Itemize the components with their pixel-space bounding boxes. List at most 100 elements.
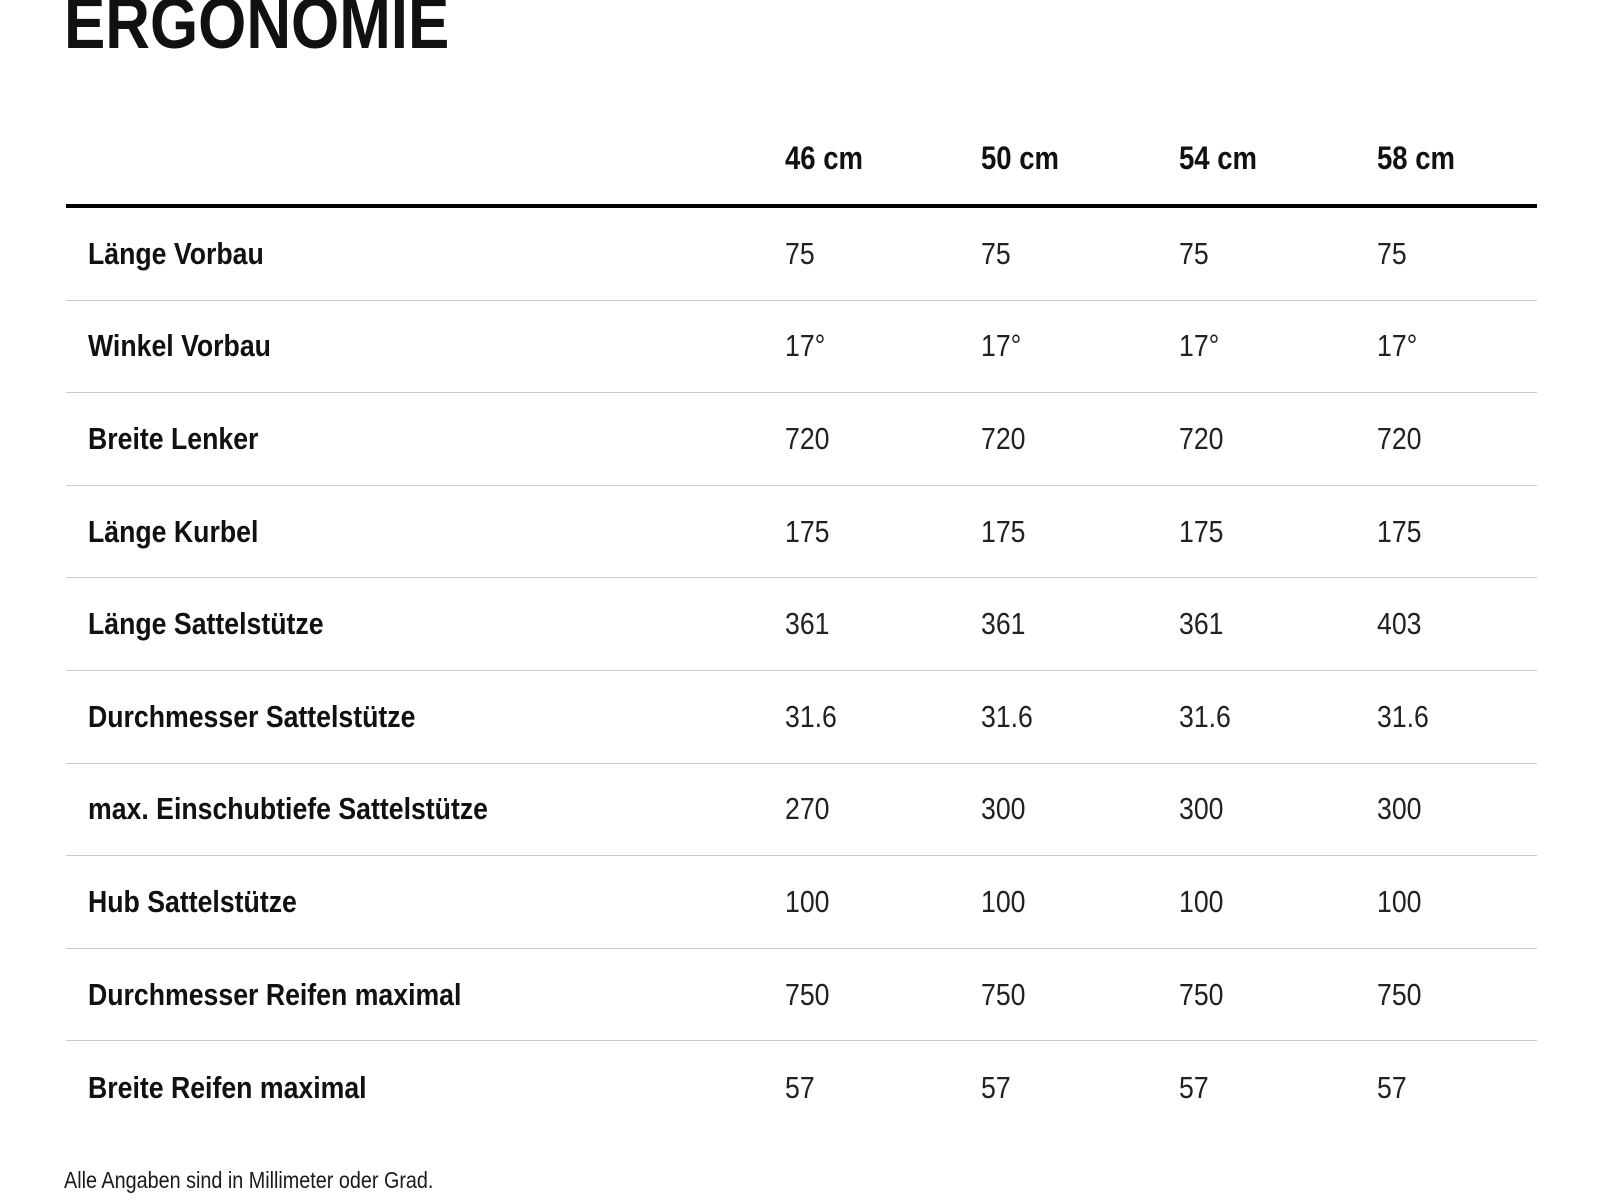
cell-value: 300: [981, 791, 1026, 827]
header-cell: 58 cm: [1377, 140, 1537, 177]
cell-value: 175: [1179, 513, 1224, 549]
row-label: max. Einschubtiefe Sattelstütze: [88, 791, 489, 827]
row-label: Hub Sattelstütze: [88, 883, 297, 919]
cell-value: 75: [981, 235, 1011, 271]
cell-value: 57: [1179, 1069, 1209, 1105]
value-cell: 300: [1377, 791, 1537, 827]
table-row: Durchmesser Sattelstütze 31.6 31.6 31.6 …: [66, 671, 1537, 764]
value-cell: 750: [785, 977, 981, 1013]
value-cell: 100: [1179, 884, 1377, 920]
row-label: Länge Sattelstütze: [88, 606, 324, 642]
value-cell: 361: [1179, 606, 1377, 642]
value-cell: 175: [1377, 514, 1537, 550]
row-label: Breite Lenker: [88, 420, 259, 456]
row-label: Durchmesser Sattelstütze: [88, 698, 416, 734]
value-cell: 75: [1377, 236, 1537, 272]
cell-value: 720: [1377, 420, 1422, 456]
column-header-54cm: 54 cm: [1179, 139, 1258, 176]
footnote: Alle Angaben sind in Millimeter oder Gra…: [64, 1166, 494, 1194]
header-cell: 54 cm: [1179, 140, 1377, 177]
cell-value: 270: [785, 791, 830, 827]
table-row: Länge Sattelstütze 361 361 361 403: [66, 578, 1537, 671]
cell-value: 57: [785, 1069, 815, 1105]
value-cell: 100: [785, 884, 981, 920]
label-cell: max. Einschubtiefe Sattelstütze: [66, 791, 785, 827]
table-row: Hub Sattelstütze 100 100 100 100: [66, 856, 1537, 949]
cell-value: 75: [785, 235, 815, 271]
header-cell: 46 cm: [785, 140, 981, 177]
spec-table: 46 cm 50 cm 54 cm 58 cm Länge Vorbau 75 …: [66, 128, 1537, 1134]
value-cell: 75: [981, 236, 1179, 272]
cell-value: 175: [1377, 513, 1422, 549]
cell-value: 720: [981, 420, 1026, 456]
value-cell: 403: [1377, 606, 1537, 642]
row-label: Breite Reifen maximal: [88, 1069, 367, 1105]
cell-value: 403: [1377, 606, 1422, 642]
label-cell: Durchmesser Reifen maximal: [66, 977, 785, 1013]
row-label: Durchmesser Reifen maximal: [88, 976, 462, 1012]
cell-value: 17°: [785, 328, 826, 364]
cell-value: 750: [1377, 976, 1422, 1012]
table-row: Winkel Vorbau 17° 17° 17° 17°: [66, 301, 1537, 394]
label-cell: Durchmesser Sattelstütze: [66, 699, 785, 735]
value-cell: 361: [981, 606, 1179, 642]
row-label: Winkel Vorbau: [88, 328, 271, 364]
cell-value: 750: [981, 976, 1026, 1012]
value-cell: 175: [785, 514, 981, 550]
value-cell: 31.6: [1179, 699, 1377, 735]
cell-value: 75: [1377, 235, 1407, 271]
cell-value: 75: [1179, 235, 1209, 271]
cell-value: 100: [1377, 883, 1422, 919]
value-cell: 57: [1377, 1070, 1537, 1106]
table-row: Durchmesser Reifen maximal 750 750 750 7…: [66, 949, 1537, 1042]
table-header-row: 46 cm 50 cm 54 cm 58 cm: [66, 128, 1537, 208]
value-cell: 100: [1377, 884, 1537, 920]
value-cell: 720: [785, 421, 981, 457]
table-row: Länge Vorbau 75 75 75 75: [66, 208, 1537, 301]
cell-value: 361: [785, 606, 830, 642]
row-label: Länge Kurbel: [88, 513, 259, 549]
value-cell: 57: [1179, 1070, 1377, 1106]
label-cell: Breite Reifen maximal: [66, 1070, 785, 1106]
cell-value: 17°: [981, 328, 1022, 364]
row-label: Länge Vorbau: [88, 235, 264, 271]
value-cell: 31.6: [785, 699, 981, 735]
cell-value: 31.6: [1179, 698, 1231, 734]
value-cell: 17°: [1377, 328, 1537, 364]
cell-value: 750: [1179, 976, 1224, 1012]
value-cell: 31.6: [981, 699, 1179, 735]
cell-value: 300: [1377, 791, 1422, 827]
cell-value: 31.6: [1377, 698, 1429, 734]
label-cell: Winkel Vorbau: [66, 328, 785, 364]
cell-value: 361: [981, 606, 1026, 642]
value-cell: 17°: [1179, 328, 1377, 364]
value-cell: 300: [981, 791, 1179, 827]
page-title-text: ERGONOMIE: [64, 0, 450, 64]
value-cell: 57: [981, 1070, 1179, 1106]
cell-value: 175: [785, 513, 830, 549]
label-cell: Hub Sattelstütze: [66, 884, 785, 920]
value-cell: 270: [785, 791, 981, 827]
cell-value: 720: [785, 420, 830, 456]
cell-value: 361: [1179, 606, 1224, 642]
table-row: max. Einschubtiefe Sattelstütze 270 300 …: [66, 764, 1537, 857]
cell-value: 31.6: [785, 698, 837, 734]
value-cell: 75: [1179, 236, 1377, 272]
label-cell: Breite Lenker: [66, 421, 785, 457]
value-cell: 75: [785, 236, 981, 272]
label-cell: Länge Sattelstütze: [66, 606, 785, 642]
value-cell: 750: [1179, 977, 1377, 1013]
cell-value: 31.6: [981, 698, 1033, 734]
value-cell: 361: [785, 606, 981, 642]
value-cell: 750: [1377, 977, 1537, 1013]
cell-value: 17°: [1179, 328, 1220, 364]
label-cell: Länge Vorbau: [66, 236, 785, 272]
value-cell: 31.6: [1377, 699, 1537, 735]
header-cell: 50 cm: [981, 140, 1179, 177]
value-cell: 17°: [981, 328, 1179, 364]
value-cell: 100: [981, 884, 1179, 920]
value-cell: 720: [1377, 421, 1537, 457]
cell-value: 100: [785, 883, 830, 919]
value-cell: 175: [981, 514, 1179, 550]
value-cell: 57: [785, 1070, 981, 1106]
